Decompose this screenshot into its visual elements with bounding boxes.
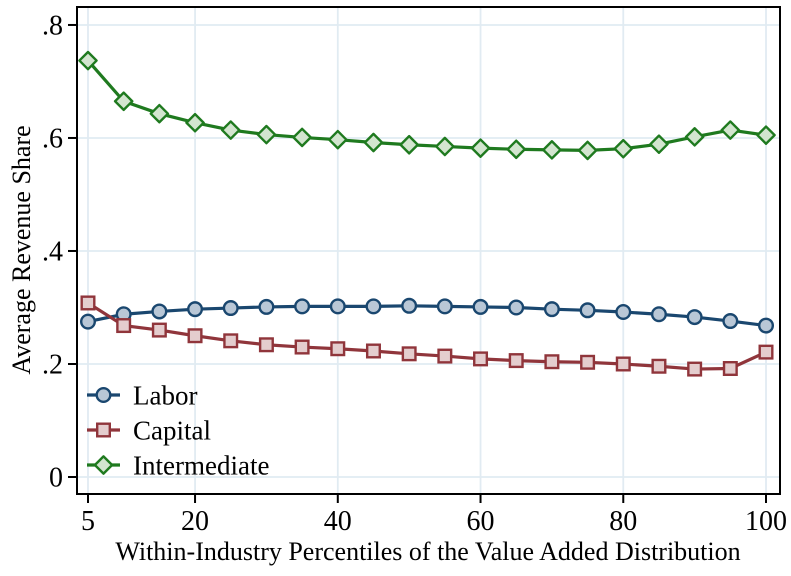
data-point-capital (116, 318, 132, 334)
legend-marker-intermediate (93, 455, 114, 475)
data-point-capital (615, 356, 631, 372)
data-point-intermediate (470, 138, 491, 158)
data-point-labor (543, 301, 560, 318)
data-point-labor (650, 306, 667, 323)
data-series (78, 50, 776, 377)
x-tick-label: 5 (81, 506, 95, 537)
x-tick-label: 40 (324, 506, 352, 537)
data-point-intermediate (220, 120, 241, 140)
legend: Labor Capital Intermediate (87, 381, 269, 481)
data-point-capital (508, 353, 524, 369)
data-point-intermediate (113, 91, 134, 112)
data-point-intermediate (684, 127, 705, 147)
data-point-labor (401, 297, 418, 314)
data-point-intermediate (720, 120, 741, 140)
legend-label-capital: Capital (133, 416, 211, 446)
data-point-intermediate (435, 136, 455, 157)
data-point-intermediate (649, 134, 669, 154)
data-point-intermediate (149, 103, 170, 124)
y-tick-label: 0 (49, 462, 63, 493)
x-axis-title: Within-Industry Percentiles of the Value… (115, 537, 740, 566)
data-point-labor (258, 298, 275, 315)
data-point-capital (473, 351, 489, 367)
x-tick-label: 80 (609, 506, 637, 537)
y-tick-label: .2 (42, 349, 63, 380)
data-point-labor (508, 299, 525, 316)
data-point-capital (223, 333, 239, 349)
data-point-capital (151, 322, 167, 338)
data-point-labor (222, 300, 239, 317)
y-tick-label: .8 (42, 10, 63, 41)
data-point-labor (758, 317, 775, 334)
data-point-intermediate (78, 50, 98, 71)
data-point-capital (651, 358, 667, 374)
series-intermediate (78, 50, 776, 161)
data-point-capital (758, 344, 774, 360)
data-point-capital (294, 339, 310, 355)
data-point-capital (80, 295, 96, 311)
data-point-intermediate (756, 125, 776, 145)
data-point-labor (365, 298, 382, 315)
data-point-capital (330, 341, 346, 357)
data-point-intermediate (577, 140, 598, 161)
data-point-labor (187, 301, 204, 318)
series-capital (80, 295, 774, 377)
legend-item-labor: Labor (87, 381, 197, 411)
data-point-labor (579, 302, 596, 319)
y-tick-label: .6 (42, 123, 63, 154)
data-point-intermediate (327, 129, 348, 150)
data-point-intermediate (506, 139, 527, 160)
data-point-capital (258, 337, 274, 353)
legend-item-intermediate: Intermediate (87, 451, 269, 481)
data-point-intermediate (292, 127, 312, 148)
axes: 5 20 40 60 80 100 0 .2 .4 .6 .8 (42, 10, 787, 537)
x-tick-label: 60 (467, 506, 495, 537)
x-tick-label: 100 (745, 506, 787, 537)
y-axis-title: Average Revenue Share (7, 125, 36, 374)
data-point-labor (686, 309, 703, 326)
data-point-intermediate (363, 132, 384, 153)
data-point-labor (294, 298, 311, 315)
data-point-capital (687, 361, 703, 377)
data-point-capital (437, 348, 453, 364)
data-point-intermediate (399, 134, 419, 155)
data-point-intermediate (256, 124, 277, 145)
y-tick-label: .4 (42, 236, 63, 267)
legend-marker-capital (95, 422, 111, 438)
data-point-capital (722, 361, 738, 377)
legend-item-capital: Capital (87, 416, 211, 446)
data-point-intermediate (613, 138, 634, 159)
data-point-capital (401, 346, 417, 362)
data-point-labor (615, 304, 632, 321)
legend-marker-labor (95, 387, 112, 404)
series-labor (79, 297, 775, 334)
legend-label-labor: Labor (133, 381, 197, 411)
data-point-labor (329, 298, 346, 315)
data-point-labor (472, 298, 489, 315)
x-tick-label: 20 (181, 506, 209, 537)
data-point-labor (722, 313, 739, 330)
data-point-capital (187, 328, 203, 344)
data-point-intermediate (185, 112, 205, 133)
data-point-labor (151, 303, 168, 320)
data-point-intermediate (542, 140, 562, 160)
data-point-labor (436, 298, 453, 315)
series-line-intermediate (86, 59, 767, 153)
data-point-capital (365, 343, 381, 359)
data-point-capital (544, 354, 560, 370)
data-point-labor (79, 313, 96, 330)
data-point-capital (580, 354, 596, 370)
legend-label-intermediate: Intermediate (133, 451, 269, 481)
